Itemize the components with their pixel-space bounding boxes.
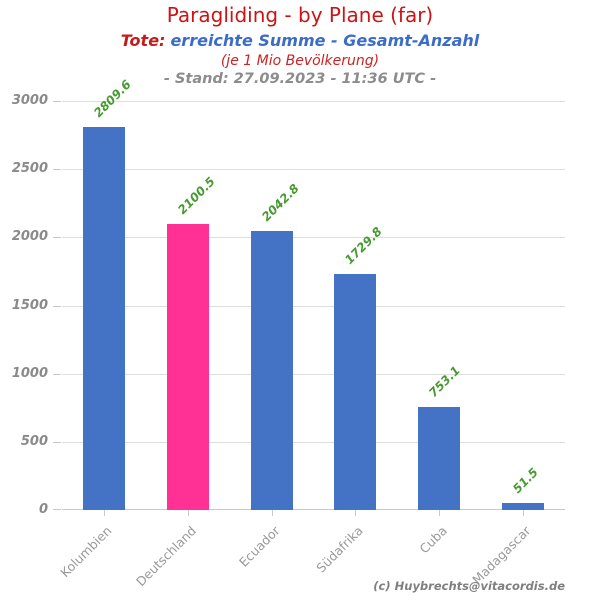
gridline-1000 xyxy=(62,374,565,375)
x-tick-label-ecuador: Ecuador xyxy=(235,523,283,570)
bar-kolumbien xyxy=(83,127,125,510)
gridline-500 xyxy=(62,442,565,443)
y-tick-label-1000: 1000 xyxy=(11,366,48,381)
x-tick-mark xyxy=(272,510,273,516)
x-tick-label-südafrika: Südafrika xyxy=(313,523,366,576)
y-tick-label-1500: 1500 xyxy=(11,298,48,313)
subtitle-main: erreichte Summe - Gesamt-Anzahl xyxy=(170,31,480,50)
subtitle-prefix: Tote: xyxy=(120,31,166,50)
y-tick-label-2500: 2500 xyxy=(11,161,48,176)
bar-südafrika xyxy=(334,274,376,510)
y-tick-mark xyxy=(53,374,61,375)
y-tick-mark xyxy=(53,169,61,170)
y-tick-mark xyxy=(53,237,61,238)
x-tick-label-deutschland: Deutschland xyxy=(132,523,199,590)
y-tick-label-3000: 3000 xyxy=(11,93,48,108)
x-tick-mark xyxy=(439,510,440,516)
x-tick-mark xyxy=(523,510,524,516)
y-tick-mark xyxy=(53,442,61,443)
x-tick-mark xyxy=(355,510,356,516)
x-axis-line xyxy=(62,509,565,510)
y-tick-label-500: 500 xyxy=(20,434,48,449)
y-tick-label-0: 0 xyxy=(38,502,48,517)
chart-title: Paragliding - by Plane (far) xyxy=(166,3,434,27)
chart-subtitle: Tote: erreichte Summe - Gesamt-Anzahl xyxy=(0,31,600,50)
gridline-2500 xyxy=(62,169,565,170)
y-axis: 0 500 1000 1500 2000 2500 3000 xyxy=(0,93,62,517)
plot-area: 2809.6 Kolumbien 2100.5 Deutschland 2042.8 Ec… xyxy=(57,77,565,589)
x-tick-mark xyxy=(188,510,189,516)
x-tick-mark xyxy=(104,510,105,516)
y-tick-mark xyxy=(53,306,61,307)
y-tick-mark xyxy=(53,509,61,510)
y-tick-mark xyxy=(53,101,61,102)
chart-timestamp: - Stand: 27.09.2023 - 11:36 UTC - xyxy=(163,71,437,88)
chart-subtitle-note: (je 1 Mio Bevölkerung) xyxy=(220,53,380,70)
bar-madagascar xyxy=(502,503,544,510)
credit-line: (c) Huybrechts@vitacordis.de xyxy=(373,579,565,593)
bar-deutschland xyxy=(167,224,209,510)
bar-cuba xyxy=(418,407,460,510)
bar-value-label-südafrika: 1729.8 xyxy=(342,224,385,267)
bar-value-label-cuba: 753.1 xyxy=(426,363,463,400)
y-tick-label-2000: 2000 xyxy=(11,229,48,244)
bar-value-label-madagascar: 51.5 xyxy=(510,465,541,496)
gridline-3000 xyxy=(62,101,565,102)
gridline-2000 xyxy=(62,237,565,238)
chart-header: Paragliding - by Plane (far) Tote: erreic… xyxy=(0,0,600,88)
x-tick-label-cuba: Cuba xyxy=(416,523,450,557)
bar-ecuador xyxy=(251,231,293,510)
gridline-1500 xyxy=(62,306,565,307)
x-tick-label-madagascar: Madagascar xyxy=(469,523,534,588)
bar-value-label-ecuador: 2042.8 xyxy=(259,181,302,224)
x-tick-label-kolumbien: Kolumbien xyxy=(57,523,115,581)
bar-value-label-deutschland: 2100.5 xyxy=(175,174,218,217)
